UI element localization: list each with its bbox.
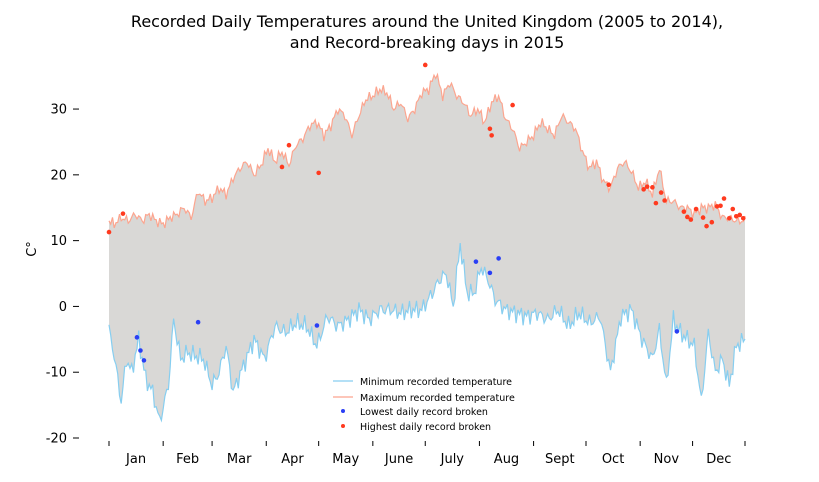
high-record-point bbox=[718, 203, 723, 209]
x-tick-label: Feb bbox=[176, 452, 199, 467]
series-line-maximum bbox=[108, 72, 746, 229]
x-tick-label: Dec bbox=[706, 452, 731, 467]
low-record-points bbox=[134, 256, 680, 363]
plot-area bbox=[106, 62, 746, 423]
x-tick-label: June bbox=[384, 452, 413, 467]
y-axis: -20 -10 0 10 20 30 bbox=[46, 103, 79, 447]
legend-low-label: Lowest daily record broken bbox=[360, 407, 488, 418]
high-record-point bbox=[733, 213, 739, 219]
y-tick-label: 10 bbox=[50, 234, 67, 249]
high-record-point bbox=[685, 214, 690, 220]
high-record-point bbox=[704, 223, 709, 229]
legend: Minimum recorded temperature Maximum rec… bbox=[333, 377, 515, 433]
x-tick-label: Nov bbox=[654, 452, 680, 467]
high-record-point bbox=[709, 219, 715, 225]
chart-title-line2: and Record-breaking days in 2015 bbox=[290, 33, 565, 52]
high-record-point bbox=[644, 184, 650, 189]
low-record-point bbox=[138, 348, 143, 353]
low-record-point bbox=[314, 323, 320, 328]
high-record-point bbox=[726, 215, 732, 221]
x-tick-label: Mar bbox=[227, 452, 252, 467]
high-record-point bbox=[653, 200, 659, 206]
y-axis-label: C° bbox=[25, 241, 40, 257]
x-tick-label: Sept bbox=[545, 452, 575, 467]
high-record-point bbox=[279, 164, 285, 170]
low-record-point bbox=[496, 256, 501, 261]
chart-title-line1: Recorded Daily Temperatures around the U… bbox=[131, 12, 723, 31]
high-record-point bbox=[422, 62, 428, 68]
legend-low-swatch bbox=[341, 409, 345, 413]
series-line-minimum bbox=[108, 243, 746, 423]
high-record-points bbox=[106, 62, 746, 235]
y-tick-label: 30 bbox=[50, 103, 67, 118]
high-record-point bbox=[688, 217, 694, 222]
low-record-point bbox=[134, 335, 140, 340]
high-record-point bbox=[714, 204, 720, 209]
high-record-point bbox=[120, 211, 126, 216]
low-record-point bbox=[487, 270, 493, 276]
y-tick-label: -10 bbox=[46, 366, 67, 381]
high-record-point bbox=[606, 182, 612, 188]
y-tick-label: 20 bbox=[50, 168, 67, 183]
legend-max-label: Maximum recorded temperature bbox=[360, 393, 515, 404]
high-record-point bbox=[510, 102, 515, 108]
high-record-point bbox=[316, 170, 321, 176]
low-record-point bbox=[195, 319, 201, 325]
high-record-point bbox=[721, 196, 727, 201]
x-tick-label: Aug bbox=[494, 452, 519, 467]
high-record-point bbox=[693, 206, 699, 212]
high-record-point bbox=[286, 142, 292, 148]
high-record-point bbox=[737, 212, 743, 218]
high-record-point bbox=[487, 126, 493, 132]
legend-min-label: Minimum recorded temperature bbox=[360, 377, 512, 388]
x-tick-label: Oct bbox=[602, 452, 624, 467]
high-record-point bbox=[740, 215, 746, 221]
x-tick-label: May bbox=[332, 452, 359, 467]
high-record-point bbox=[662, 198, 667, 203]
high-record-point bbox=[700, 215, 706, 220]
low-record-point bbox=[473, 259, 479, 264]
high-record-point bbox=[650, 185, 655, 190]
low-record-point bbox=[674, 329, 680, 334]
legend-high-label: Highest daily record broken bbox=[360, 422, 491, 433]
y-tick-label: 0 bbox=[59, 300, 67, 315]
x-tick-label: July bbox=[440, 452, 465, 467]
y-tick-label: -20 bbox=[46, 432, 67, 447]
x-axis: Jan Feb Mar Apr May June July Aug Sept Oct Nov Dec bbox=[108, 441, 746, 467]
high-record-point bbox=[681, 209, 687, 214]
high-record-point bbox=[489, 133, 494, 138]
high-record-point bbox=[658, 190, 664, 195]
legend-high-swatch bbox=[341, 424, 345, 428]
high-record-point bbox=[730, 206, 736, 212]
x-tick-label: Jan bbox=[125, 452, 146, 467]
high-record-point bbox=[106, 229, 112, 235]
high-record-point bbox=[641, 187, 646, 192]
x-tick-label: Apr bbox=[281, 452, 304, 467]
low-record-point bbox=[141, 358, 147, 363]
